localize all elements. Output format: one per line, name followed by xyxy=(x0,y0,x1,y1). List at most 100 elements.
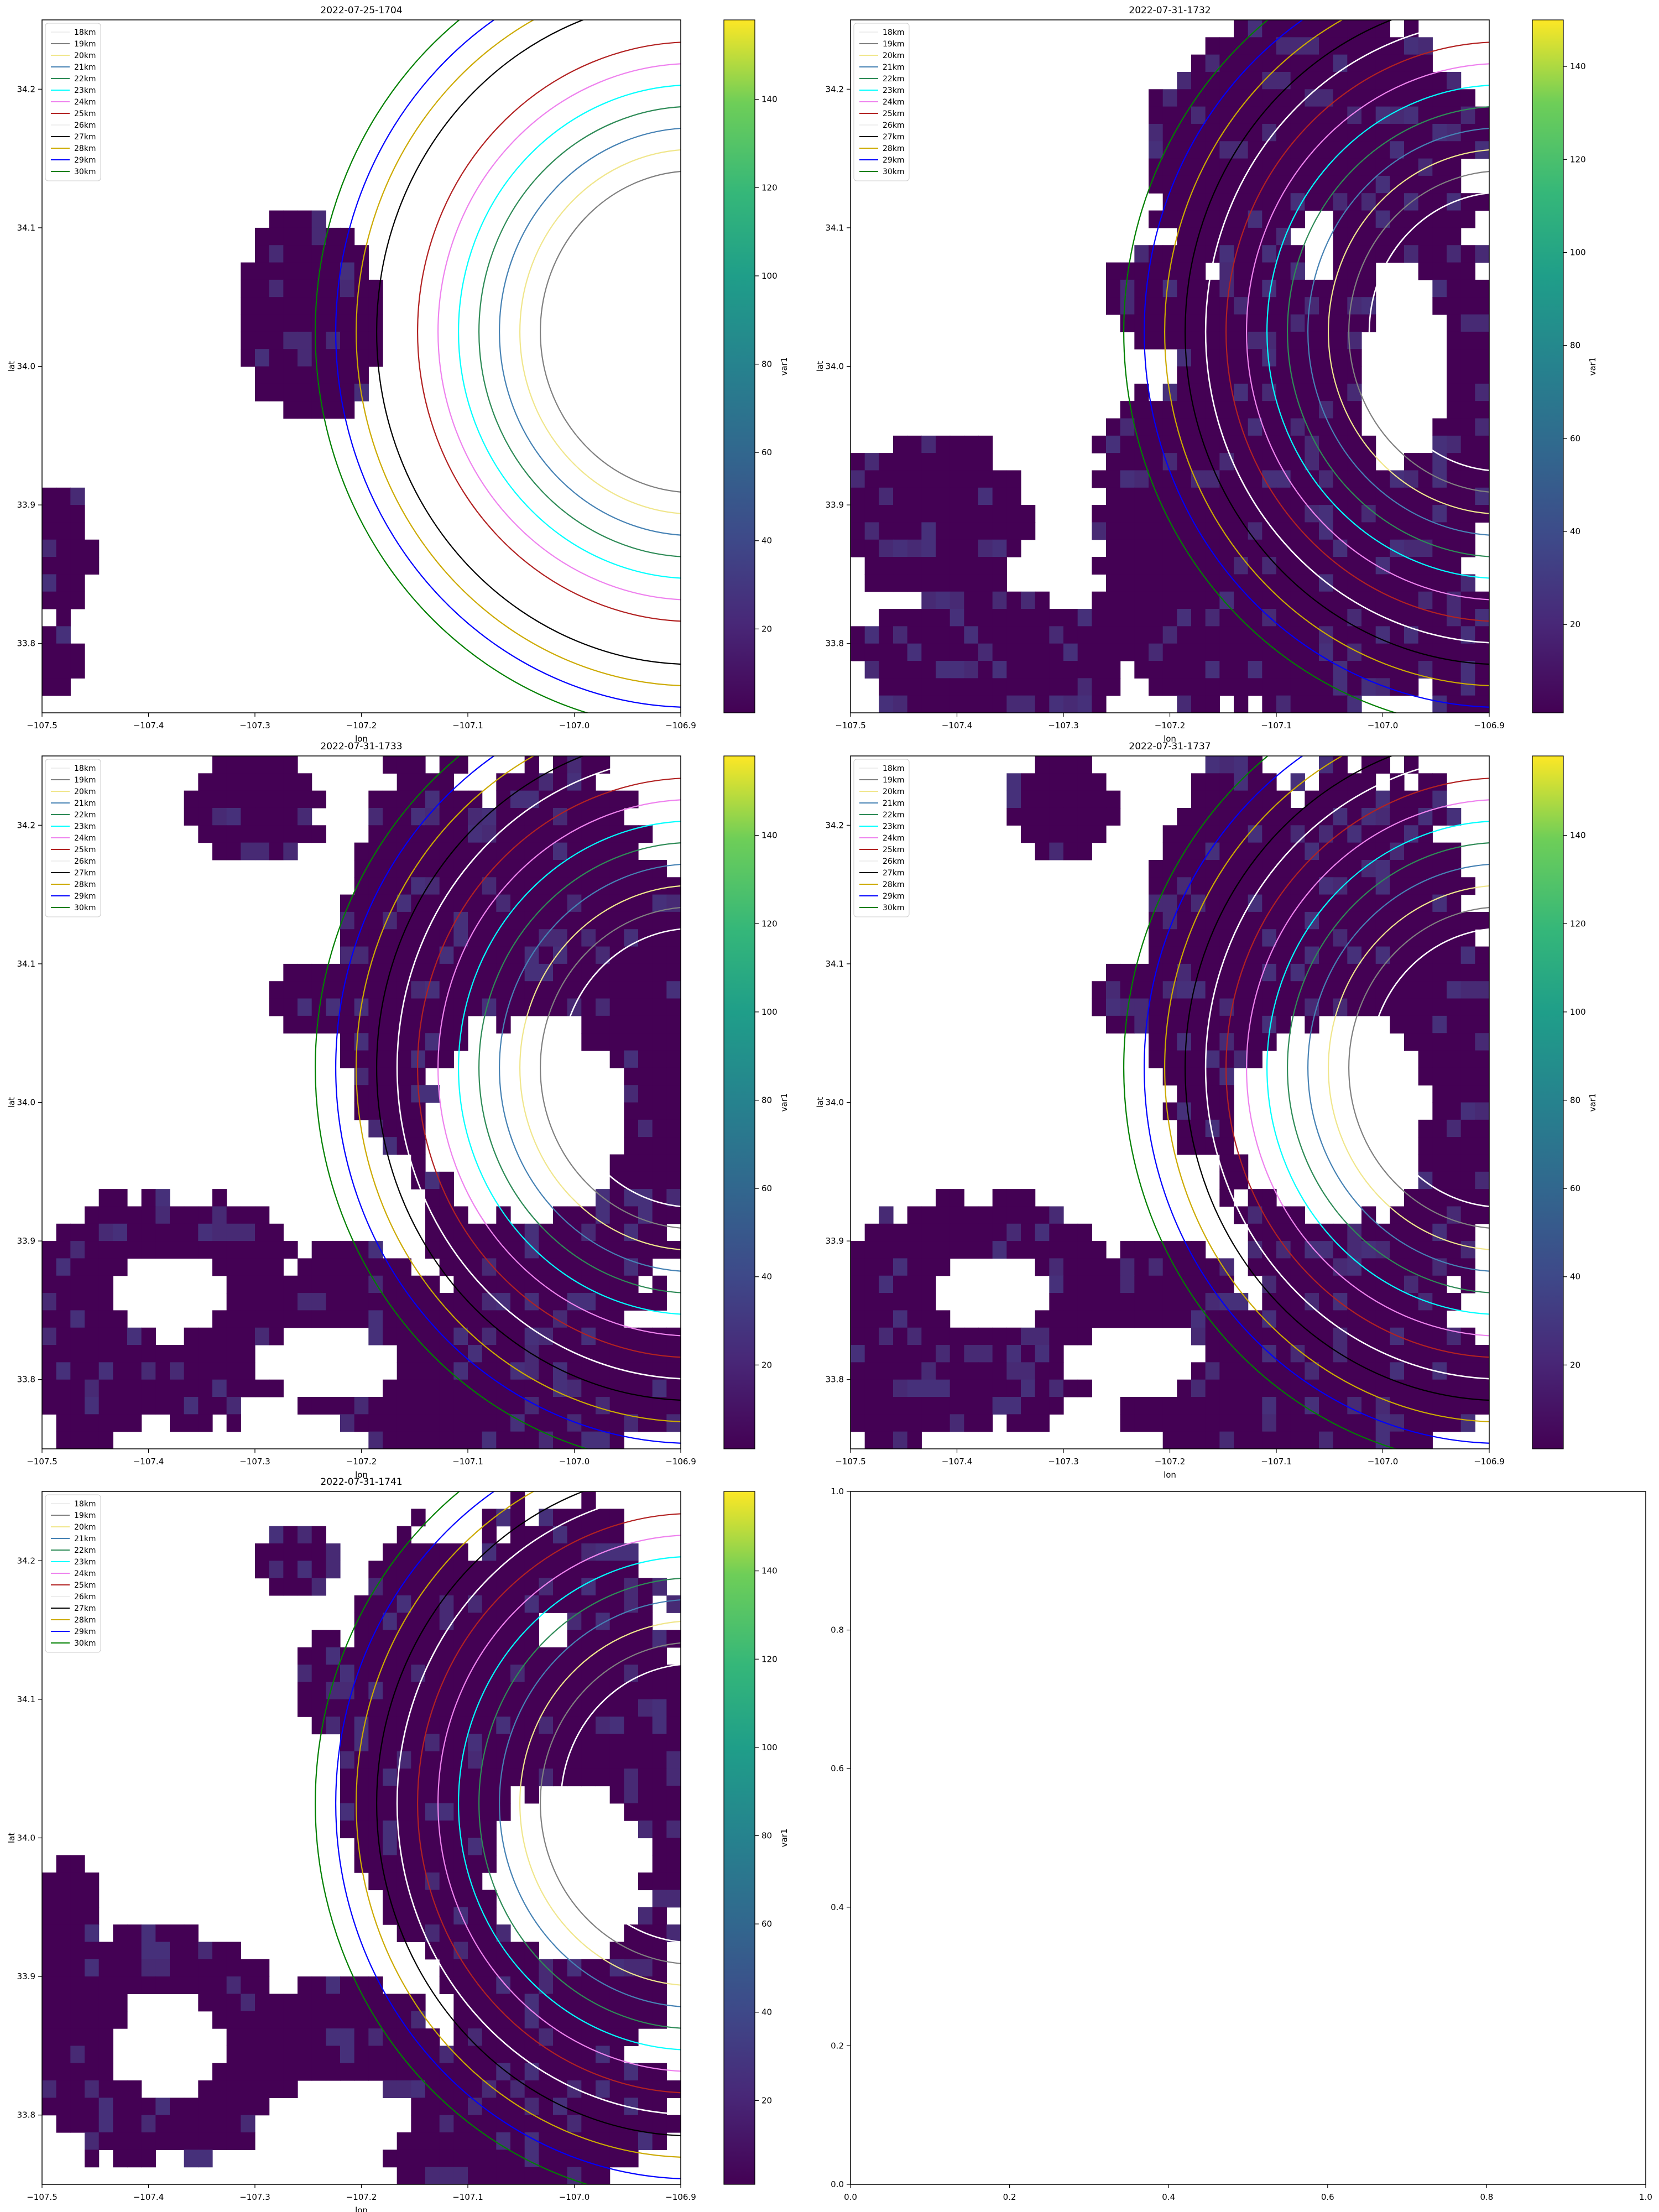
heatmap-cell xyxy=(1333,894,1348,912)
heatmap-cells xyxy=(42,210,383,696)
heatmap-cell xyxy=(298,383,312,401)
heatmap-cell xyxy=(921,539,936,557)
legend-label: 20km xyxy=(883,787,905,796)
heatmap-cell xyxy=(1006,790,1021,808)
range-ring-29km xyxy=(335,1491,681,2179)
heatmap-cell xyxy=(893,695,908,713)
heatmap-cell xyxy=(212,2080,227,2098)
heatmap-cell xyxy=(311,1258,326,1276)
heatmap-cell xyxy=(198,1206,213,1224)
heatmap-cell xyxy=(411,1137,426,1155)
heatmap-cell xyxy=(212,1241,227,1259)
heatmap-cell xyxy=(1404,123,1419,142)
heatmap-cell xyxy=(1447,349,1462,367)
heatmap-cell xyxy=(1361,1431,1376,1449)
heatmap-cell xyxy=(468,1414,483,1432)
heatmap-cell xyxy=(255,1994,270,2012)
heatmap-cell xyxy=(510,1751,525,1769)
heatmap-cell xyxy=(1418,1362,1433,1380)
heatmap-cell xyxy=(383,1293,398,1311)
colorbar-label: var1 xyxy=(779,1093,789,1112)
heatmap-cell xyxy=(1305,470,1319,488)
heatmap-cell xyxy=(425,1768,440,1787)
heatmap-cell xyxy=(383,1665,398,1683)
heatmap-cell xyxy=(1120,1310,1135,1328)
heatmap-cell xyxy=(269,807,284,826)
heatmap-cell xyxy=(1262,141,1277,159)
heatmap-cell xyxy=(1035,790,1050,808)
heatmap-cell xyxy=(425,2098,440,2116)
heatmap-cell xyxy=(42,487,57,505)
heatmap-cell xyxy=(510,946,525,964)
heatmap-cell xyxy=(326,1717,341,1735)
heatmap-cell xyxy=(226,773,241,791)
heatmap-cell xyxy=(482,1976,497,1995)
heatmap-cell xyxy=(864,470,879,488)
heatmap-cell xyxy=(1333,929,1348,947)
heatmap-cell xyxy=(1021,1414,1036,1432)
heatmap-cell xyxy=(311,1293,326,1311)
heatmap-cell xyxy=(255,773,270,791)
heatmap-cell xyxy=(283,297,298,315)
heatmap-cell xyxy=(1404,470,1419,488)
heatmap-cell xyxy=(1219,71,1234,90)
x-tick-label: −107.0 xyxy=(559,2192,590,2202)
heatmap-cell xyxy=(468,1838,483,1856)
heatmap-cell xyxy=(1106,522,1121,540)
heatmap-cell xyxy=(113,1206,128,1224)
heatmap-cell xyxy=(1404,1431,1419,1449)
y-tick-label: 34.0 xyxy=(826,362,844,372)
heatmap-cell xyxy=(226,1959,241,1977)
heatmap-cell xyxy=(921,557,936,575)
heatmap-cell xyxy=(1177,1033,1192,1051)
heatmap-cell xyxy=(42,1872,57,1891)
heatmap-cell xyxy=(1390,1379,1405,1397)
heatmap-cell xyxy=(1149,89,1164,107)
heatmap-cell xyxy=(1262,89,1277,107)
y-tick-label: 33.9 xyxy=(826,1236,844,1246)
heatmap-cell xyxy=(1475,1033,1489,1051)
heatmap-cell xyxy=(298,1699,312,1717)
heatmap-cell xyxy=(1191,54,1206,72)
heatmap-cell xyxy=(624,2080,639,2098)
heatmap-cell xyxy=(1375,193,1390,211)
heatmap-cell xyxy=(1375,505,1390,523)
heatmap-cell xyxy=(1063,756,1078,774)
heatmap-cell xyxy=(1021,807,1036,826)
heatmap-cell xyxy=(609,1362,624,1380)
heatmap-cell xyxy=(524,1786,539,1804)
heatmap-cell xyxy=(936,591,951,609)
heatmap-cell xyxy=(141,1397,156,1415)
heatmap-cell xyxy=(368,1647,383,1665)
heatmap-cell xyxy=(1404,1275,1419,1293)
heatmap-cell xyxy=(283,262,298,280)
heatmap-cell xyxy=(269,245,284,263)
heatmap-cell xyxy=(1319,981,1334,999)
heatmap-cell xyxy=(453,2132,468,2150)
heatmap-cell xyxy=(1177,470,1192,488)
heatmap-cell xyxy=(624,1050,639,1068)
heatmap-cell xyxy=(567,2063,582,2081)
heatmap-cell xyxy=(1149,106,1164,124)
heatmap-cell xyxy=(1375,1258,1390,1276)
heatmap-cell xyxy=(1319,998,1334,1016)
heatmap-cell xyxy=(1432,435,1447,453)
x-tick-label: −107.2 xyxy=(346,2192,377,2202)
range-ring-29km xyxy=(335,756,681,1444)
legend-label: 24km xyxy=(74,1569,96,1578)
heatmap-cell xyxy=(964,539,979,557)
heatmap-cell xyxy=(1418,1379,1433,1397)
heatmap-cell xyxy=(1120,1293,1135,1311)
heatmap-cell xyxy=(1205,678,1220,696)
heatmap-cell xyxy=(1234,193,1249,211)
heatmap-cell xyxy=(553,981,568,999)
heatmap-cell xyxy=(226,2011,241,2029)
heatmap-cell xyxy=(1447,71,1462,90)
plot-area xyxy=(42,756,681,1449)
heatmap-cell xyxy=(1361,981,1376,999)
heatmap-cell xyxy=(1475,1206,1489,1224)
heatmap-cell xyxy=(411,911,426,930)
heatmap-cell xyxy=(1375,1379,1390,1397)
heatmap-cell xyxy=(98,1397,113,1415)
heatmap-cell xyxy=(609,981,624,999)
